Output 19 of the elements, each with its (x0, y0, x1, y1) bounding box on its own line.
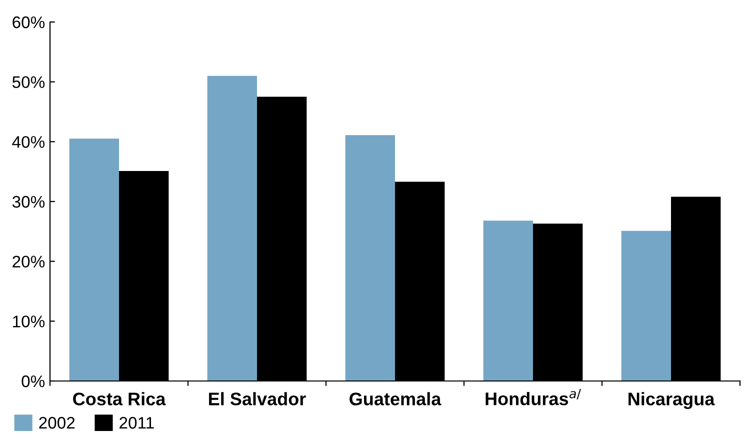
x-tick-label: El Salvador (209, 392, 306, 406)
x-tick-label: Guatemala (350, 392, 442, 406)
y-tick-label: 60% (12, 16, 45, 28)
bar (621, 230, 671, 381)
y-tick-label: 0% (22, 375, 45, 388)
bar (207, 76, 257, 381)
y-tick-label: 10% (13, 316, 45, 328)
bar (483, 220, 533, 381)
legend-label: 2011 (120, 416, 154, 429)
y-tick-label: 30% (12, 196, 45, 208)
y-tick-label: 40% (12, 136, 45, 148)
y-tick-label: 50% (12, 76, 45, 88)
bar (345, 135, 395, 381)
bar (69, 138, 119, 381)
legend-label: 2002 (39, 416, 75, 429)
x-tick-label: Costa Rica (73, 392, 166, 406)
x-tick-label: Nicaragua (628, 392, 715, 410)
y-tick-label: 20% (12, 256, 45, 268)
x-tick-label: Honduras$^{a/}$ (486, 388, 581, 406)
